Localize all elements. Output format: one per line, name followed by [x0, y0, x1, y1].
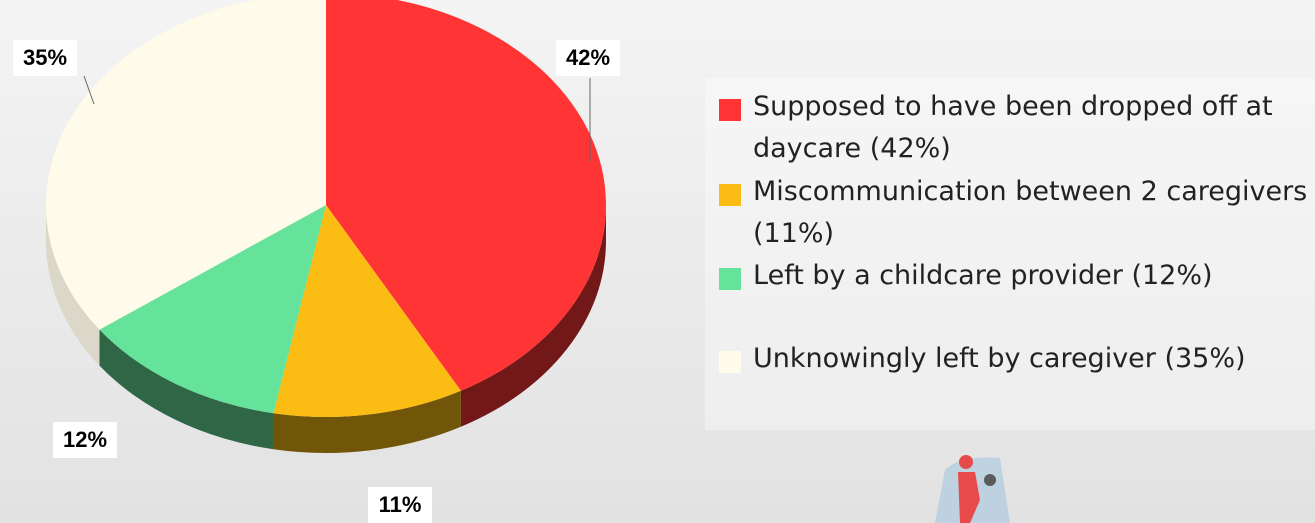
legend: Supposed to have been dropped off at day… [705, 78, 1315, 430]
pie-slice [326, 0, 606, 391]
logo-child [984, 474, 996, 486]
data-label: 35% [23, 45, 67, 70]
pie-slice [273, 205, 461, 417]
data-label: 12% [63, 427, 107, 452]
legend-entry: Unknowingly left by caregiver (35%) [719, 338, 1315, 380]
legend-entry: Supposed to have been dropped off at day… [719, 86, 1315, 170]
label-box [53, 422, 117, 458]
logo-head [959, 455, 973, 469]
pie-side [273, 390, 461, 453]
pie-slice [46, 0, 326, 330]
pie-slice [99, 205, 326, 414]
legend-entry: Left by a childcare provider (12%) [719, 255, 1315, 297]
label-box [13, 40, 77, 76]
logo-figure [958, 472, 980, 523]
legend-entry: Miscommunication between 2 caregivers (1… [719, 171, 1315, 255]
legend-swatch [719, 268, 741, 290]
legend-label: Left by a childcare provider (12%) [753, 260, 1213, 291]
label-box [556, 40, 620, 76]
pie-side [46, 205, 100, 366]
pie-side [99, 329, 274, 450]
logo [935, 455, 1010, 523]
data-label: 42% [566, 45, 610, 70]
legend-label: Unknowingly left by caregiver (35%) [753, 343, 1246, 374]
legend-swatch [719, 351, 741, 373]
legend-swatch [719, 99, 741, 121]
legend-swatch [719, 184, 741, 206]
pie-side [460, 205, 606, 427]
leader-line [83, 75, 95, 105]
data-label: 11% [379, 492, 422, 517]
label-box [368, 487, 432, 523]
pie [46, 0, 606, 453]
legend-label: Supposed to have been dropped off at day… [753, 91, 1273, 164]
legend-label: Miscommunication between 2 caregivers (1… [753, 176, 1308, 249]
